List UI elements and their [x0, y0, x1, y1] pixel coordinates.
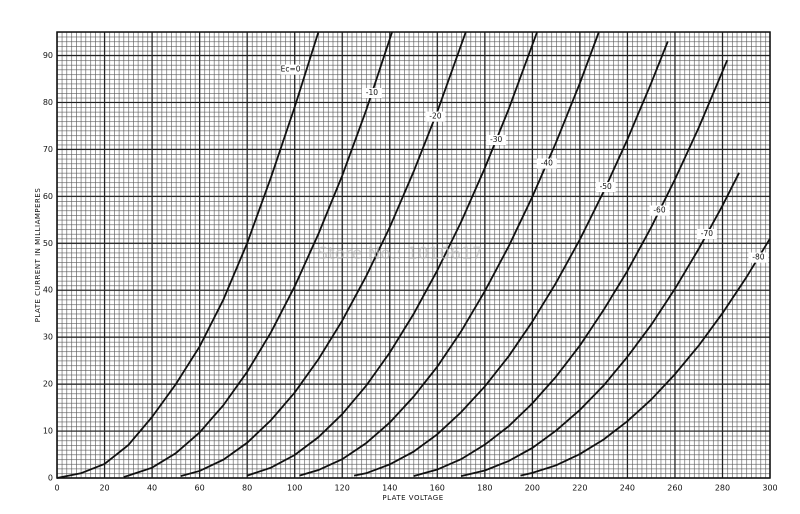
x-tick-label: 240	[620, 484, 635, 493]
label-bg	[748, 252, 769, 263]
plot: Ec=0 -10 -20 -30 -40 -50 -60 -70 -80	[56, 31, 771, 479]
y-tick-label: 60	[43, 192, 53, 201]
curve-label: -40	[541, 159, 553, 168]
label-bg	[649, 205, 670, 216]
x-tick-label: 260	[667, 484, 682, 493]
curve	[520, 238, 771, 477]
x-tick-label: 300	[762, 484, 777, 493]
y-axis-label: PLATE CURRENT IN MILLIAMPERES	[34, 188, 42, 323]
y-tick-label: 40	[43, 286, 53, 295]
curve	[180, 31, 467, 477]
x-tick-label: 100	[287, 484, 302, 493]
x-tick-label: 80	[242, 484, 252, 493]
curve	[123, 31, 393, 478]
x-tick-label: 140	[382, 484, 397, 493]
curve-label: -10	[366, 88, 378, 97]
curve-label: -30	[490, 135, 502, 144]
y-tick-label: 80	[43, 98, 53, 107]
plot-frame	[56, 31, 771, 479]
y-tick-label: 20	[43, 380, 53, 389]
x-tick-label: 0	[54, 484, 59, 493]
curve-label: -80	[752, 253, 764, 262]
y-tick-label: 10	[43, 427, 53, 436]
label-bg	[280, 64, 301, 75]
x-tick-label: 160	[430, 484, 445, 493]
label-bg	[361, 88, 382, 99]
x-tick-label: 200	[525, 484, 540, 493]
label-bg	[536, 158, 557, 169]
x-tick-label: 40	[147, 484, 157, 493]
x-tick-label: 60	[195, 484, 205, 493]
curve-label: -50	[600, 182, 612, 191]
label-bg	[696, 229, 717, 240]
x-tick-label: 220	[572, 484, 587, 493]
curve	[56, 31, 320, 479]
y-tick-label: 50	[43, 239, 53, 248]
y-tick-label: 0	[48, 474, 53, 483]
x-tick-label: 280	[715, 484, 730, 493]
x-tick-label: 180	[477, 484, 492, 493]
curve	[413, 59, 729, 477]
curve-label: -60	[653, 206, 665, 215]
curve	[246, 31, 538, 477]
x-tick-label: 120	[335, 484, 350, 493]
y-tick-label: 70	[43, 145, 53, 154]
curve	[353, 41, 669, 477]
label-bg	[425, 111, 446, 122]
curve-label: Ec=0	[281, 65, 301, 74]
y-tick-label: 90	[43, 51, 53, 60]
curve	[460, 172, 740, 477]
x-tick-label: 20	[99, 484, 109, 493]
y-tick-label: 30	[43, 333, 53, 342]
curve-label: -70	[701, 229, 713, 238]
x-axis-label: PLATE VOLTAGE	[382, 494, 443, 502]
label-bg	[486, 135, 507, 146]
curve-label: -20	[429, 112, 441, 121]
minor-grid-y	[57, 32, 770, 478]
label-bg	[595, 182, 616, 193]
watermark: Store No.: 1010617	[317, 244, 482, 264]
curve	[299, 31, 600, 477]
